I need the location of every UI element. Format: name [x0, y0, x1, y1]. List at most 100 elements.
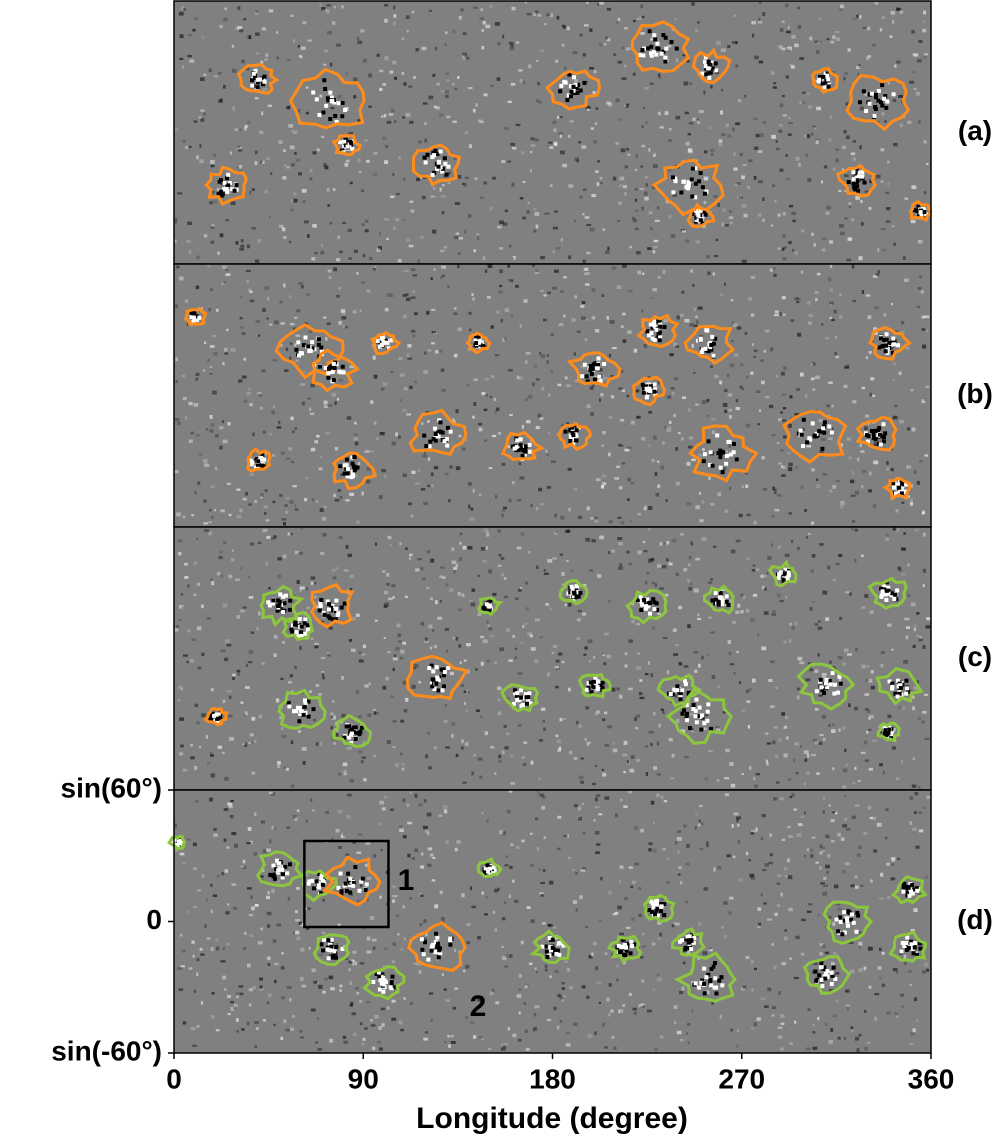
speckle	[901, 572, 906, 576]
speckle	[219, 550, 223, 554]
speckle	[640, 1005, 645, 1008]
speckle	[271, 888, 275, 893]
spot	[880, 83, 885, 88]
speckle	[619, 563, 623, 567]
speckle	[644, 745, 649, 748]
speckle	[213, 75, 219, 78]
speckle	[353, 77, 358, 82]
speckle	[304, 873, 309, 877]
spot	[700, 185, 705, 190]
speckle	[297, 45, 301, 48]
speckle	[193, 593, 197, 597]
speckle	[335, 829, 340, 833]
spot	[341, 370, 346, 375]
speckle	[426, 550, 430, 554]
speckle	[897, 566, 902, 571]
speckle	[729, 363, 735, 368]
speckle	[926, 795, 931, 799]
speckle	[179, 605, 184, 609]
speckle	[439, 349, 443, 353]
speckle	[682, 230, 686, 233]
speckle	[601, 768, 604, 772]
speckle	[250, 631, 255, 634]
speckle	[270, 792, 276, 796]
speckle	[272, 454, 276, 457]
speckle	[237, 166, 243, 171]
speckle	[350, 1001, 354, 1006]
spot	[308, 348, 313, 353]
speckle	[509, 414, 513, 417]
speckle	[523, 741, 528, 744]
speckle	[800, 745, 803, 748]
speckle	[393, 172, 397, 177]
speckle	[390, 695, 395, 698]
speckle	[210, 688, 214, 692]
speckle	[192, 1044, 197, 1047]
speckle	[463, 969, 466, 973]
speckle	[243, 18, 247, 21]
spot	[889, 735, 894, 740]
speckle	[574, 804, 578, 808]
speckle	[713, 867, 716, 871]
speckle	[577, 816, 582, 821]
speckle	[539, 636, 544, 639]
speckle	[781, 94, 785, 98]
speckle	[543, 727, 546, 732]
speckle	[907, 970, 912, 973]
speckle	[867, 55, 872, 59]
speckle	[796, 388, 801, 391]
spot	[652, 382, 657, 387]
speckle	[236, 995, 239, 999]
speckle	[308, 946, 311, 950]
speckle	[630, 520, 633, 523]
speckle	[620, 148, 626, 153]
speckle	[395, 218, 400, 222]
speckle	[282, 176, 287, 180]
speckle	[205, 735, 208, 739]
speckle	[671, 923, 675, 928]
speckle	[348, 960, 353, 964]
spot	[877, 345, 882, 350]
spot	[690, 211, 695, 216]
speckle	[333, 267, 338, 272]
speckle	[226, 846, 230, 849]
speckle	[892, 728, 896, 732]
speckle	[390, 808, 395, 812]
speckle	[553, 530, 558, 535]
speckle	[761, 380, 765, 385]
speckle	[576, 636, 581, 641]
speckle	[193, 561, 198, 565]
spot	[511, 701, 516, 706]
speckle	[626, 550, 630, 554]
spot	[340, 114, 345, 119]
speckle	[301, 984, 307, 988]
speckle	[428, 992, 434, 995]
spot	[350, 455, 355, 460]
speckle	[559, 718, 563, 722]
spot	[678, 694, 683, 699]
spot	[585, 379, 590, 384]
speckle	[648, 211, 653, 215]
speckle	[554, 269, 559, 273]
speckle	[903, 660, 909, 664]
speckle	[654, 1048, 658, 1051]
speckle	[462, 55, 466, 60]
speckle	[727, 134, 732, 138]
speckle	[902, 256, 906, 260]
speckle	[575, 379, 578, 383]
speckle	[774, 508, 780, 512]
speckle	[662, 270, 666, 274]
speckle	[395, 647, 400, 651]
speckle	[181, 605, 185, 609]
speckle	[819, 543, 824, 546]
speckle	[811, 468, 815, 472]
speckle	[223, 347, 228, 352]
speckle	[595, 831, 600, 835]
speckle	[402, 680, 408, 685]
speckle	[873, 504, 877, 509]
speckle	[873, 849, 877, 853]
spot	[248, 458, 253, 463]
speckle	[479, 120, 484, 124]
speckle	[644, 504, 647, 508]
speckle	[439, 890, 443, 895]
